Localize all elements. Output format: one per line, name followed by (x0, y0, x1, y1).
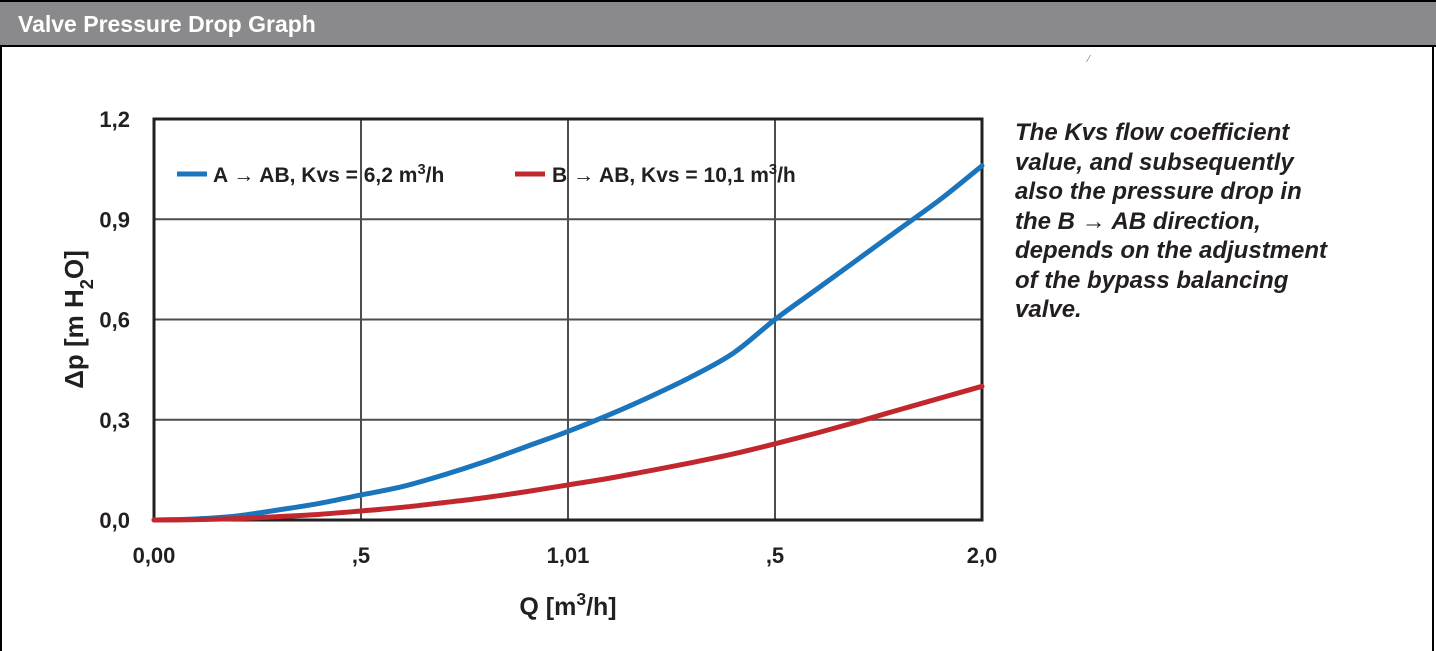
x-axis-label: Q [m3/h] (519, 589, 616, 621)
legend-label: A → AB, Kvs = 6,2 m3/h (213, 162, 444, 187)
y-tick-label: 0,3 (99, 408, 130, 433)
plot-area-border (152, 117, 984, 522)
stray-mark: ⁄ (1088, 54, 1090, 65)
title-bar: Valve Pressure Drop Graph (0, 0, 1436, 47)
y-tick-label: 0,6 (99, 308, 130, 333)
x-tick-label: ,5 (352, 543, 370, 568)
x-tick-label: 0,00 (133, 543, 176, 568)
series-line (151, 163, 985, 523)
note-line: depends on the adjustment (1015, 237, 1328, 264)
y-tick-label: 0,0 (99, 508, 130, 533)
y-tick-label: 1,2 (99, 107, 130, 132)
kvs-note: The Kvs flow coefficient value, and subs… (1015, 118, 1435, 325)
x-tick-label: ,5 (766, 543, 784, 568)
pressure-drop-chart: 0,00 ,5 1,01 ,5 2,0 0,0 0,3 0,6 0,9 1,2 Q [m3/h] Δp… (59, 107, 998, 621)
note-line: of the bypass balancing (1015, 266, 1289, 294)
x-tick-label: 1,01 (547, 543, 590, 568)
note-line: The Kvs flow coefficient (1015, 119, 1290, 146)
legend-label: B → AB, Kvs = 10,1 m3/h (552, 162, 796, 187)
note-line: valve. (1015, 296, 1082, 323)
series-line (151, 383, 985, 523)
note-line: also the pressure drop in (1015, 178, 1302, 205)
y-axis-label: Δp [m H2O] (59, 250, 97, 389)
page-title: Valve Pressure Drop Graph (18, 11, 316, 37)
y-tick-label: 0,9 (99, 207, 130, 232)
x-tick-label: 2,0 (967, 543, 998, 568)
note-line: value, and subsequently (1015, 148, 1294, 176)
note-line: the B → AB direction, (1015, 207, 1261, 235)
